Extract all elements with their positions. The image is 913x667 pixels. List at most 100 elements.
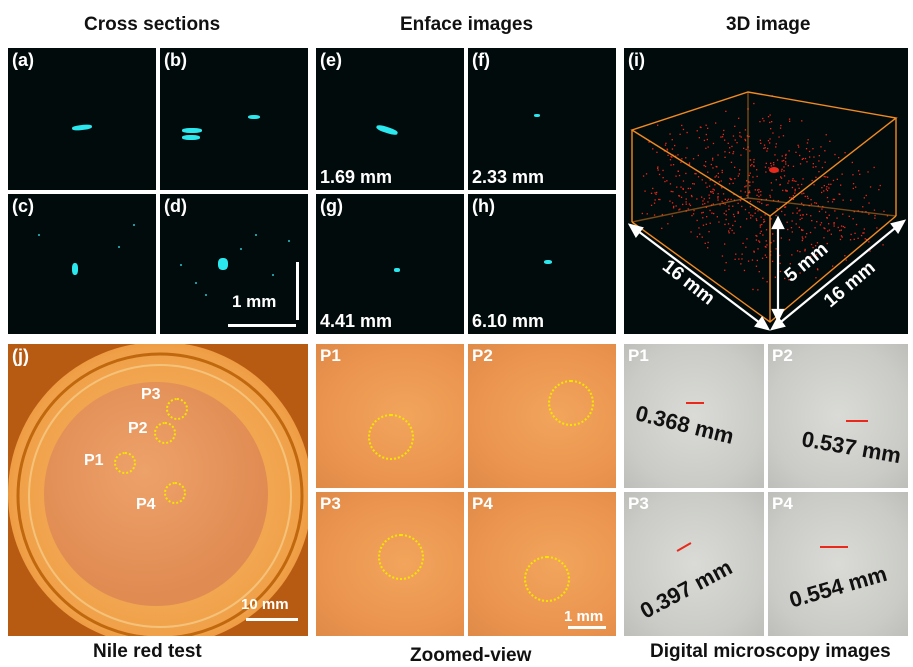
signal-blob — [375, 123, 399, 137]
cloud-point — [701, 196, 703, 198]
cloud-point — [664, 180, 666, 183]
cloud-point — [753, 251, 755, 253]
noise-dot — [38, 234, 40, 236]
cloud-point — [818, 160, 820, 162]
cloud-point — [727, 223, 730, 225]
cloud-point — [737, 212, 739, 214]
cloud-point — [722, 193, 725, 195]
cloud-point — [776, 159, 779, 161]
cloud-point — [749, 185, 751, 187]
cloud-point — [744, 138, 746, 141]
cloud-point — [721, 255, 724, 257]
heading-cross-sections: Cross sections — [84, 14, 221, 35]
cloud-point — [809, 255, 812, 258]
cloud-point — [765, 204, 768, 206]
cloud-point — [874, 214, 876, 217]
cloud-point — [672, 164, 675, 166]
cloud-point — [709, 209, 711, 212]
cloud-point — [740, 136, 742, 138]
cloud-point — [852, 174, 854, 176]
cloud-point — [854, 232, 856, 234]
cloud-point — [716, 166, 718, 168]
cloud-point — [764, 214, 766, 216]
cloud-point — [782, 189, 784, 192]
cloud-point — [702, 211, 704, 214]
cloud-point — [796, 250, 799, 252]
cloud-point — [679, 208, 681, 210]
cloud-point — [811, 179, 813, 182]
cloud-point — [777, 200, 779, 202]
panel-label: (j) — [12, 346, 29, 366]
cloud-point — [750, 214, 752, 216]
cloud-point — [775, 214, 777, 217]
cloud-point — [703, 198, 705, 200]
cloud-point — [828, 187, 830, 189]
cloud-point — [732, 182, 734, 184]
cloud-point — [708, 231, 710, 233]
cloud-point — [692, 183, 694, 185]
cloud-point — [828, 214, 830, 216]
cloud-point — [770, 218, 772, 220]
cloud-point — [756, 219, 758, 222]
cloud-point — [717, 199, 719, 201]
cloud-point — [832, 179, 835, 182]
cloud-point — [763, 144, 766, 146]
cloud-point — [764, 254, 766, 256]
cloud-point — [675, 175, 677, 177]
cloud-point — [792, 195, 794, 197]
cloud-point — [832, 265, 834, 267]
cloud-point — [799, 209, 801, 211]
cloud-point — [770, 128, 772, 130]
cloud-point — [707, 241, 709, 244]
cloud-point — [698, 137, 700, 139]
cloud-point — [664, 144, 667, 146]
depth-label: 4.41 mm — [320, 311, 393, 331]
cloud-point — [780, 170, 783, 172]
cloud-point — [712, 192, 714, 194]
noise-dot — [255, 234, 257, 236]
cloud-point — [712, 159, 714, 161]
cloud-point — [724, 151, 726, 153]
cloud-point — [748, 174, 750, 177]
cloud-point — [770, 242, 772, 244]
cloud-point — [760, 230, 762, 232]
cloud-point — [701, 236, 703, 238]
point-marker-p3 — [166, 398, 188, 420]
cloud-point — [824, 227, 826, 230]
cloud-point — [810, 243, 813, 246]
cloud-point — [785, 189, 787, 191]
panel-b: (b) — [160, 48, 308, 190]
cloud-point — [793, 180, 795, 182]
cloud-point — [672, 191, 674, 193]
cloud-point — [816, 221, 818, 223]
measurement-label: 0.554 mm — [786, 560, 890, 613]
cloud-point — [779, 254, 781, 257]
cloud-point — [760, 190, 762, 193]
cloud-point — [795, 180, 797, 182]
scale-label: 1 mm — [232, 292, 277, 311]
cloud-point — [836, 217, 838, 219]
cloud-point — [746, 238, 748, 240]
cloud-point — [662, 169, 664, 172]
cloud-point — [678, 209, 680, 211]
cloud-point — [744, 139, 747, 142]
noise-dot — [205, 294, 207, 296]
cloud-point — [797, 144, 799, 146]
cloud-point — [784, 206, 786, 208]
cloud-point — [815, 277, 817, 279]
cloud-point — [869, 186, 872, 188]
cloud-point — [852, 183, 855, 185]
cloud-point — [767, 147, 769, 150]
cloud-point — [702, 217, 704, 219]
cloud-point — [701, 179, 703, 181]
cloud-point — [697, 154, 699, 157]
cloud-point — [724, 198, 726, 200]
cloud-point — [754, 189, 756, 191]
point-cloud — [641, 95, 889, 291]
cloud-point — [802, 157, 804, 160]
cloud-point — [801, 229, 803, 231]
cloud-point — [656, 191, 658, 194]
cloud-point — [801, 228, 803, 231]
measurement-label: 0.537 mm — [799, 426, 904, 469]
cloud-point — [765, 256, 768, 258]
